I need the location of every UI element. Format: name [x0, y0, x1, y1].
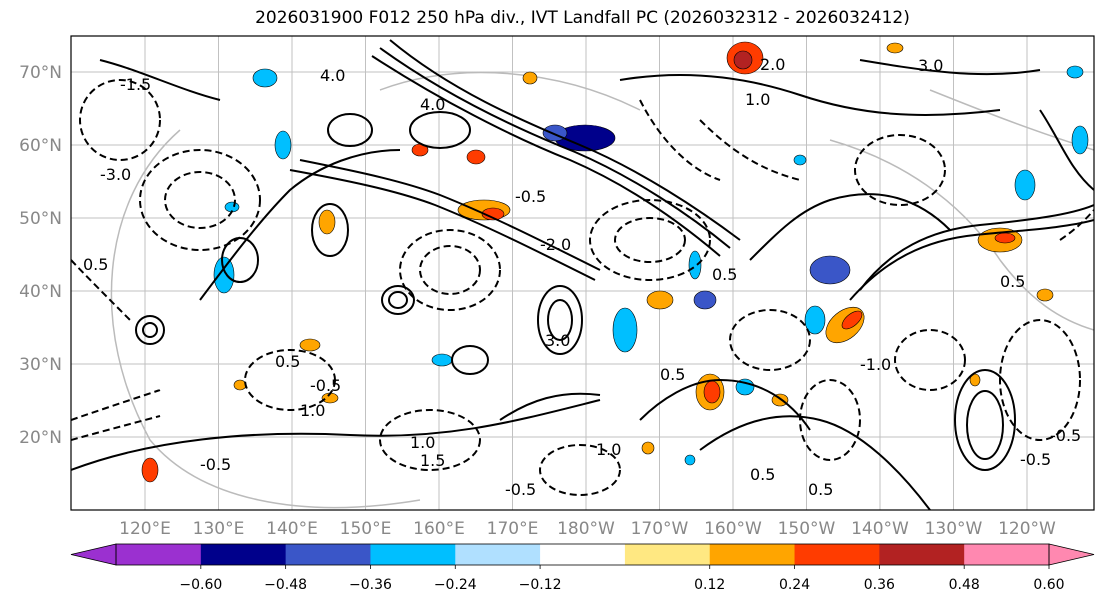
lon-label: 150°W — [778, 519, 836, 539]
contour-label: -0.5 — [505, 480, 536, 499]
colorbar-tick-label: 0.24 — [779, 577, 810, 593]
lon-label: 170°W — [631, 519, 689, 539]
contour-label: -0.5 — [310, 376, 341, 395]
lon-label: 130°W — [925, 519, 983, 539]
divergence-shading — [141, 41, 1089, 483]
lon-label: 120°E — [119, 519, 171, 539]
colorbar-tick-label: −0.12 — [519, 577, 562, 593]
lat-label: 50°N — [19, 209, 62, 229]
latitude-labels: 70°N 60°N 50°N 40°N 30°N 20°N — [19, 63, 62, 448]
colorbar-segment — [200, 544, 287, 565]
colorbar-segment — [794, 544, 880, 565]
lon-label: 120°W — [998, 519, 1056, 539]
longitude-labels: 120°E 130°E 140°E 150°E 160°E 170°E 180°W 170°W… — [119, 519, 1056, 539]
contour-label: 3.0 — [545, 331, 570, 350]
contour-label: 0.5 — [750, 465, 775, 484]
contour-label: -0.5 — [1020, 450, 1051, 469]
contour-label: 1.0 — [745, 90, 770, 109]
lat-label: 30°N — [19, 355, 62, 375]
contour-label: -0.5 — [1050, 426, 1081, 445]
colorbar-under-arrow — [70, 543, 117, 566]
colorbar — [70, 543, 1095, 566]
contours-solid — [71, 39, 1094, 510]
colorbar-segment — [370, 544, 456, 565]
lon-label: 160°W — [704, 519, 762, 539]
colorbar-border — [115, 543, 1050, 566]
colorbar-tick-label: −0.60 — [179, 577, 222, 593]
colorbar-segment — [285, 544, 371, 565]
map-border — [70, 35, 1095, 511]
contour-label: 4.0 — [420, 95, 445, 114]
lon-label: 140°E — [266, 519, 318, 539]
contour-label: -1.5 — [120, 75, 151, 94]
colorbar-segment — [624, 544, 711, 565]
contour-label: 1.0 — [596, 440, 621, 459]
lat-label: 40°N — [19, 282, 62, 302]
contour-label: 0.5 — [660, 365, 685, 384]
colorbar-segment — [540, 544, 626, 565]
contour-label: 0.5 — [1000, 272, 1025, 291]
lat-label: 60°N — [19, 136, 62, 156]
colorbar-segment — [455, 544, 541, 565]
colorbar-tick-label: −0.36 — [349, 577, 392, 593]
contour-label: 3.0 — [918, 56, 943, 75]
lon-label: 130°E — [193, 519, 245, 539]
contour-label: 1.0 — [410, 433, 435, 452]
contour-labels: 4.0 4.0 3.0 -2.0 3.0 1.0 1.0 1.5 1.0 -0.… — [83, 55, 1081, 499]
contour-label: -0.5 — [515, 187, 546, 206]
lon-label: 160°E — [413, 519, 465, 539]
map-title: 2026031900 F012 250 hPa div., IVT Landfa… — [255, 8, 910, 28]
contours-dashed — [71, 79, 1094, 496]
contour-label: 4.0 — [320, 66, 345, 85]
contour-label: -0.5 — [200, 455, 231, 474]
colorbar-tick-label: 0.12 — [694, 577, 725, 593]
lon-label: 170°E — [487, 519, 539, 539]
colorbar-segment — [116, 544, 202, 565]
colorbar-tick-label: −0.48 — [264, 577, 307, 593]
colorbar-ticks: −0.60 −0.48 −0.36 −0.24 −0.12 0.12 0.24 0.36 0.4… — [179, 565, 1065, 593]
colorbar-tick-label: 0.60 — [1033, 577, 1064, 593]
contour-label: -2.0 — [540, 235, 571, 254]
colorbar-tick-label: 0.48 — [949, 577, 980, 593]
lat-label: 70°N — [19, 63, 62, 83]
contour-label: -3.0 — [100, 165, 131, 184]
lon-label: 150°E — [340, 519, 392, 539]
lon-label: 140°W — [851, 519, 909, 539]
contour-label: 0.5 — [275, 352, 300, 371]
contour-label: 1.0 — [300, 401, 325, 420]
contour-label: 2.0 — [760, 55, 785, 74]
contour-label: 0.5 — [808, 480, 833, 499]
lat-label: 20°N — [19, 428, 62, 448]
contour-label: 0.5 — [712, 265, 737, 284]
colorbar-tick-label: 0.36 — [864, 577, 895, 593]
contour-label: 1.5 — [420, 451, 445, 470]
colorbar-over-arrow — [1048, 543, 1095, 566]
lon-label: 180°W — [557, 519, 615, 539]
colorbar-segment — [879, 544, 965, 565]
contour-label: -1.0 — [860, 355, 891, 374]
contour-label: 0.5 — [83, 255, 108, 274]
colorbar-segment — [964, 544, 1050, 565]
colorbar-tick-label: −0.24 — [434, 577, 477, 593]
colorbar-segment — [709, 544, 796, 565]
